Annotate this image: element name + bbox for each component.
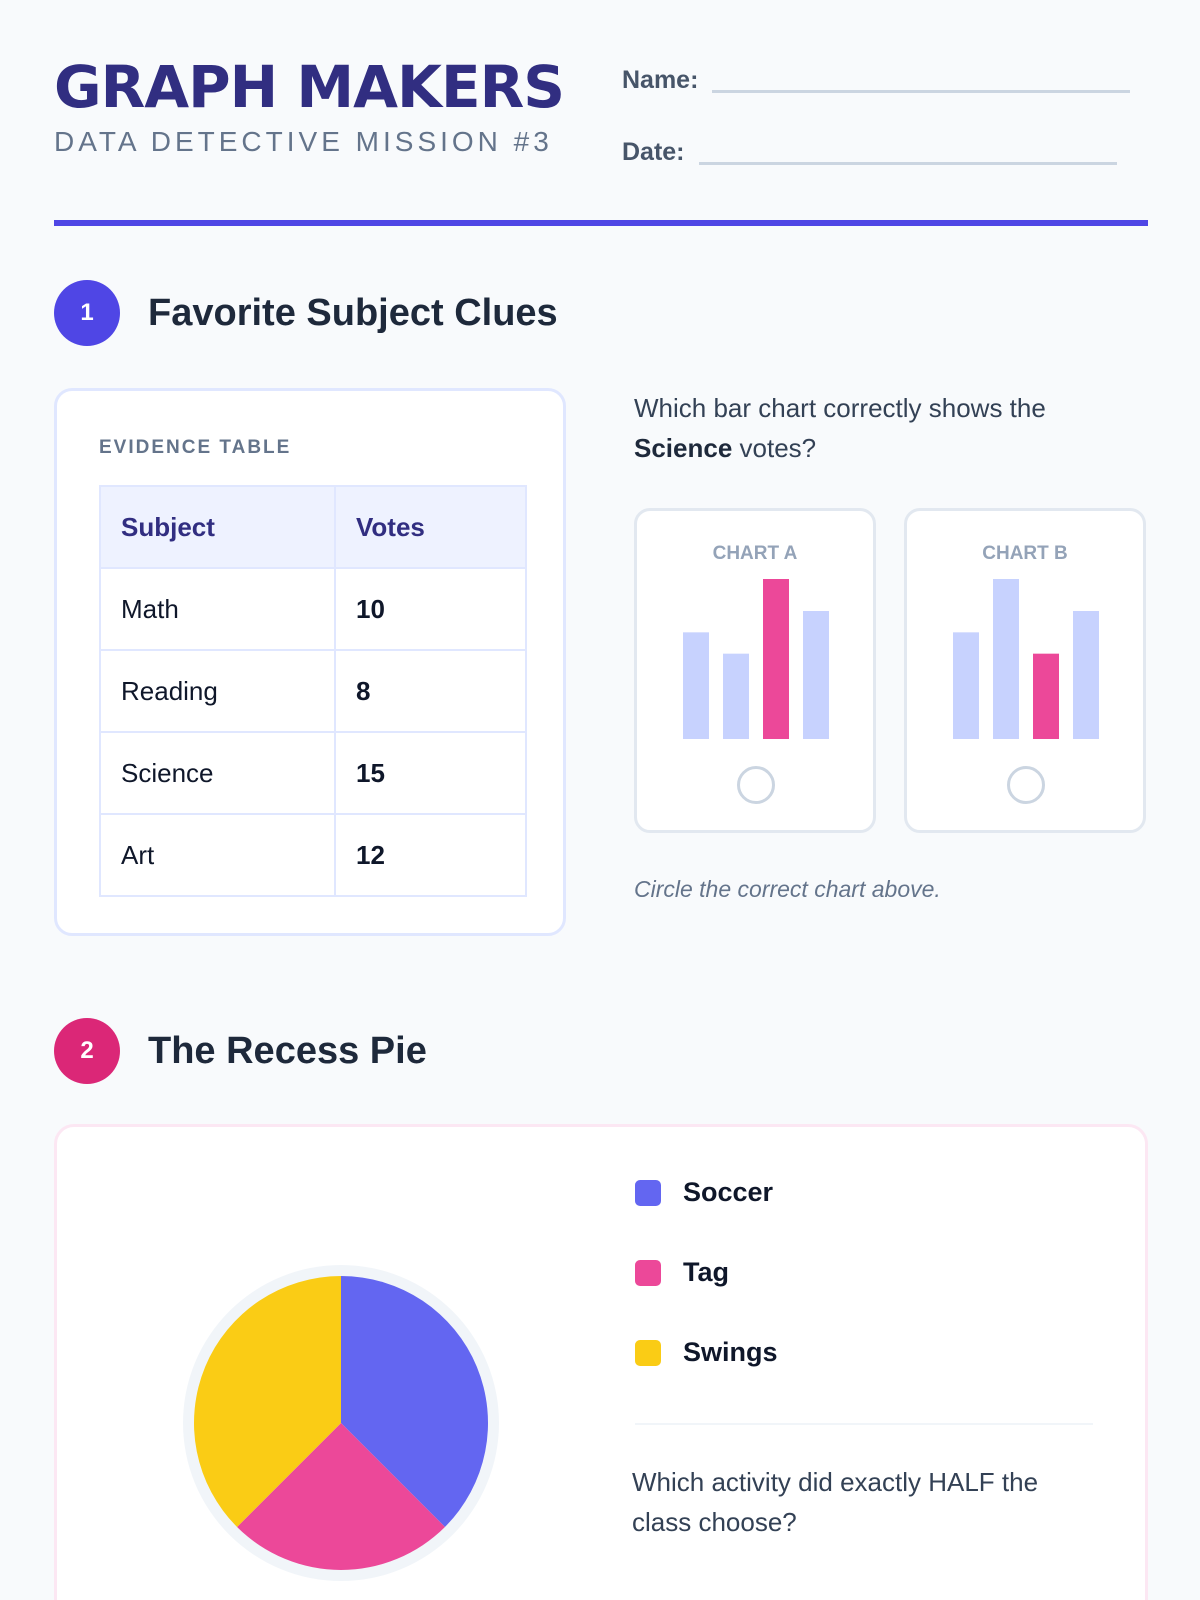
bar-reading — [723, 653, 749, 739]
section-2-number: 2 — [54, 1018, 120, 1084]
subject-cell: Science — [99, 731, 336, 815]
votes-cell: 10 — [334, 567, 527, 651]
tag-swatch — [635, 1259, 661, 1286]
column-header-subject: Subject — [99, 485, 336, 569]
date-line[interactable] — [698, 162, 1117, 165]
column-header-votes: Votes — [334, 485, 527, 569]
pie-slice-tag — [237, 1423, 445, 1570]
legend-item-tag: Tag — [635, 1257, 729, 1288]
pie-slice-soccer — [341, 1276, 488, 1527]
bar-math — [683, 632, 709, 739]
circle-hint: Circle the correct chart above. — [634, 876, 941, 902]
pie-chart-wrap — [181, 1263, 501, 1588]
section-1-title: Favorite Subject Clues — [148, 292, 558, 334]
chart-b-title: CHART B — [982, 543, 1068, 564]
bar-math — [953, 632, 979, 739]
legend-label: Soccer — [683, 1177, 774, 1207]
question-prefix: Which bar chart correctly shows the — [634, 393, 1046, 423]
evidence-table: Subject Votes Math 10 Reading 8 Science … — [99, 485, 527, 897]
subject-cell: Math — [99, 567, 336, 651]
pie-question: Which activity did exactly HALF the clas… — [632, 1467, 1039, 1537]
evidence-table-label: EVIDENCE TABLE — [99, 437, 292, 458]
soccer-swatch — [635, 1179, 661, 1206]
name-line[interactable] — [712, 90, 1131, 93]
date-field[interactable]: Date: — [622, 140, 1117, 165]
evidence-card: EVIDENCE TABLE Subject Votes Math 10 Rea… — [54, 388, 566, 936]
table-row: Math 10 — [99, 567, 527, 651]
chart-b-radio[interactable] — [1007, 766, 1045, 804]
legend-divider — [635, 1423, 1093, 1425]
bar-science — [763, 579, 789, 739]
legend-label: Swings — [683, 1337, 778, 1367]
pie-slice-swings — [194, 1276, 341, 1527]
legend-item-soccer: Soccer — [635, 1177, 773, 1208]
name-label: Name: — [622, 66, 699, 94]
worksheet-header: GRAPH MAKERS DATA DETECTIVE MISSION #3 N… — [54, 58, 1148, 228]
bar-art — [1073, 611, 1099, 739]
swings-swatch — [635, 1339, 661, 1366]
chart-question: Which bar chart correctly shows the Scie… — [634, 388, 1114, 468]
chart-b-bars — [953, 579, 1099, 739]
legend-label: Tag — [683, 1257, 729, 1287]
worksheet-title: GRAPH MAKERS — [54, 53, 565, 121]
chart-a-bars — [683, 579, 829, 739]
chart-a-radio[interactable] — [737, 766, 775, 804]
question-suffix: votes? — [739, 433, 817, 463]
date-label: Date: — [622, 138, 685, 166]
worksheet-subtitle: DATA DETECTIVE MISSION #3 — [54, 126, 553, 157]
votes-cell: 12 — [334, 813, 527, 897]
table-row: Art 12 — [99, 813, 527, 897]
name-field[interactable]: Name: — [622, 66, 1131, 94]
bar-science — [1033, 653, 1059, 739]
section-1-number: 1 — [54, 280, 120, 346]
bar-art — [803, 611, 829, 739]
bar-reading — [993, 579, 1019, 739]
header-divider — [54, 220, 1148, 226]
question-keyword: Science — [634, 433, 733, 463]
pie-chart — [183, 1265, 499, 1581]
legend-item-swings: Swings — [635, 1337, 778, 1368]
subject-cell: Reading — [99, 649, 336, 733]
table-row: Reading 8 — [99, 649, 527, 733]
chart-a-card[interactable]: CHART A — [634, 508, 876, 833]
chart-a-title: CHART A — [712, 543, 798, 564]
section-2-title: The Recess Pie — [148, 1030, 427, 1072]
votes-cell: 15 — [334, 731, 527, 815]
votes-cell: 8 — [334, 649, 527, 733]
pie-card: Soccer Tag Swings — [54, 1124, 1148, 1600]
table-header-row: Subject Votes — [99, 485, 527, 569]
chart-b-card[interactable]: CHART B — [904, 508, 1146, 833]
table-row: Science 15 — [99, 731, 527, 815]
subject-cell: Art — [99, 813, 336, 897]
